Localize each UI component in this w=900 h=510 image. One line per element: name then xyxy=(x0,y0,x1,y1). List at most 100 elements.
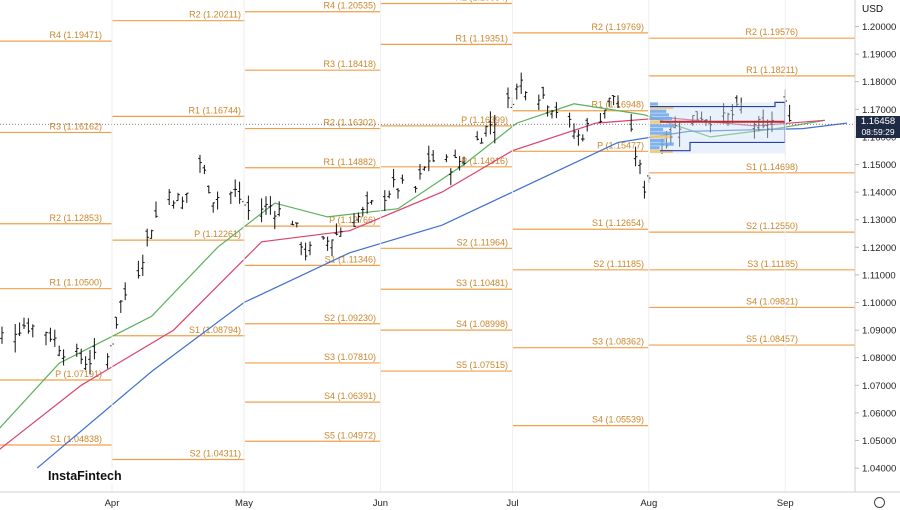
price-bar xyxy=(119,300,123,313)
price-bar xyxy=(400,174,405,184)
pivot-label: S1 (1.14698) xyxy=(746,162,798,172)
pivot-label: R2 (1.19576) xyxy=(745,27,798,37)
pivot-label: S1 (1.11346) xyxy=(325,254,376,264)
pivot-label: P (1.12261) xyxy=(194,229,241,239)
y-tick-label: 1.12000 xyxy=(862,243,896,254)
price-bar xyxy=(13,323,17,353)
price-bar xyxy=(462,156,466,166)
price-bar xyxy=(246,195,251,220)
pivot-label: P (1.12766) xyxy=(329,215,376,225)
pivot-label: R1 (1.19351) xyxy=(455,33,508,43)
price-bar xyxy=(26,318,31,334)
price-bar xyxy=(638,159,642,175)
y-tick-label: 1.17000 xyxy=(862,105,896,116)
price-bar xyxy=(629,113,633,132)
price-bar xyxy=(211,202,215,213)
price-bar xyxy=(603,109,607,119)
price-bar xyxy=(277,201,281,217)
price-bar xyxy=(519,72,523,94)
y-tick-label: 1.05000 xyxy=(862,436,896,447)
pivot-label: S2 (1.11964) xyxy=(457,237,508,247)
profile-bar xyxy=(650,127,664,132)
price-bar xyxy=(708,115,713,133)
y-tick-label: 1.04000 xyxy=(862,464,896,475)
profile-bar xyxy=(650,109,667,113)
pivot-label: S4 (1.08998) xyxy=(456,319,508,329)
price-bar xyxy=(453,149,457,159)
profile-bar xyxy=(650,149,673,153)
x-tick-label: May xyxy=(235,498,253,509)
profile-bar xyxy=(650,120,662,124)
profile-bar xyxy=(650,113,670,117)
pivot-label: R3 (1.18418) xyxy=(323,59,376,69)
price-bar xyxy=(198,154,202,173)
august-box-overlay xyxy=(650,101,786,154)
pivot-label: R2 (1.12853) xyxy=(49,213,102,223)
price-bar xyxy=(449,168,453,186)
price-bar xyxy=(207,185,211,194)
price-bar xyxy=(611,95,616,106)
price-bar xyxy=(598,113,603,123)
price-bar xyxy=(567,112,572,128)
x-tick-label: Jun xyxy=(373,498,388,509)
price-bar xyxy=(321,235,325,240)
price-bar xyxy=(431,150,435,162)
price-bar xyxy=(299,241,303,256)
pivot-label: S4 (1.06391) xyxy=(324,391,376,401)
price-bar xyxy=(699,111,704,121)
price-bar xyxy=(387,190,391,199)
price-bar xyxy=(488,111,493,135)
price-bar xyxy=(391,168,396,188)
price-bar xyxy=(479,137,484,144)
settings-icon[interactable] xyxy=(874,497,885,508)
pivot-label: S3 (1.11185) xyxy=(747,259,798,269)
pivot-label: R2 (1.20834) xyxy=(455,0,508,2)
y-tick-label: 1.15000 xyxy=(862,160,896,171)
price-bar xyxy=(475,131,479,141)
price-bar xyxy=(141,254,145,276)
price-bar xyxy=(202,164,207,175)
price-bars xyxy=(0,72,792,375)
pivot-label: R1 (1.18211) xyxy=(746,65,798,75)
pivot-label: S4 (1.05539) xyxy=(592,415,644,425)
price-bar xyxy=(787,104,792,122)
price-bar xyxy=(752,120,757,139)
ma-line-mid xyxy=(0,116,825,450)
price-bar xyxy=(0,326,4,344)
price-bar xyxy=(215,191,220,210)
y-tick-label: 1.08000 xyxy=(862,353,896,364)
price-bar xyxy=(171,200,176,209)
profile-bar xyxy=(650,131,672,135)
price-bar xyxy=(523,91,528,101)
pivot-label: S1 (1.12654) xyxy=(592,218,644,228)
price-bar xyxy=(669,126,673,146)
price-badge: 1.16458 08:59:29 xyxy=(856,116,900,138)
pivot-label: S5 (1.04972) xyxy=(324,430,376,440)
price-bar xyxy=(123,282,127,301)
price-bar xyxy=(268,196,273,215)
price-bar xyxy=(308,241,312,256)
pivot-label: R2 (1.20211) xyxy=(189,10,241,20)
price-bar xyxy=(61,349,66,366)
pivot-label: R4 (1.19471) xyxy=(49,30,102,40)
price-bar xyxy=(53,329,57,347)
profile-bar xyxy=(650,106,674,110)
price-bar xyxy=(633,146,638,167)
price-bar xyxy=(554,102,559,119)
price-bar xyxy=(607,97,611,107)
pivot-label: S3 (1.10481) xyxy=(456,278,508,288)
moving-averages xyxy=(0,103,855,469)
price-bar xyxy=(444,154,449,163)
x-tick-label: Jul xyxy=(506,498,518,509)
y-tick-label: 1.20000 xyxy=(862,22,896,33)
price-bar xyxy=(576,129,581,146)
price-bar xyxy=(136,260,141,279)
pivot-label: S1 (1.08794) xyxy=(189,325,241,335)
price-bar xyxy=(92,338,97,360)
profile-bar xyxy=(650,146,660,150)
price-bar xyxy=(114,316,119,329)
y-tick-label: 1.14000 xyxy=(862,188,896,199)
